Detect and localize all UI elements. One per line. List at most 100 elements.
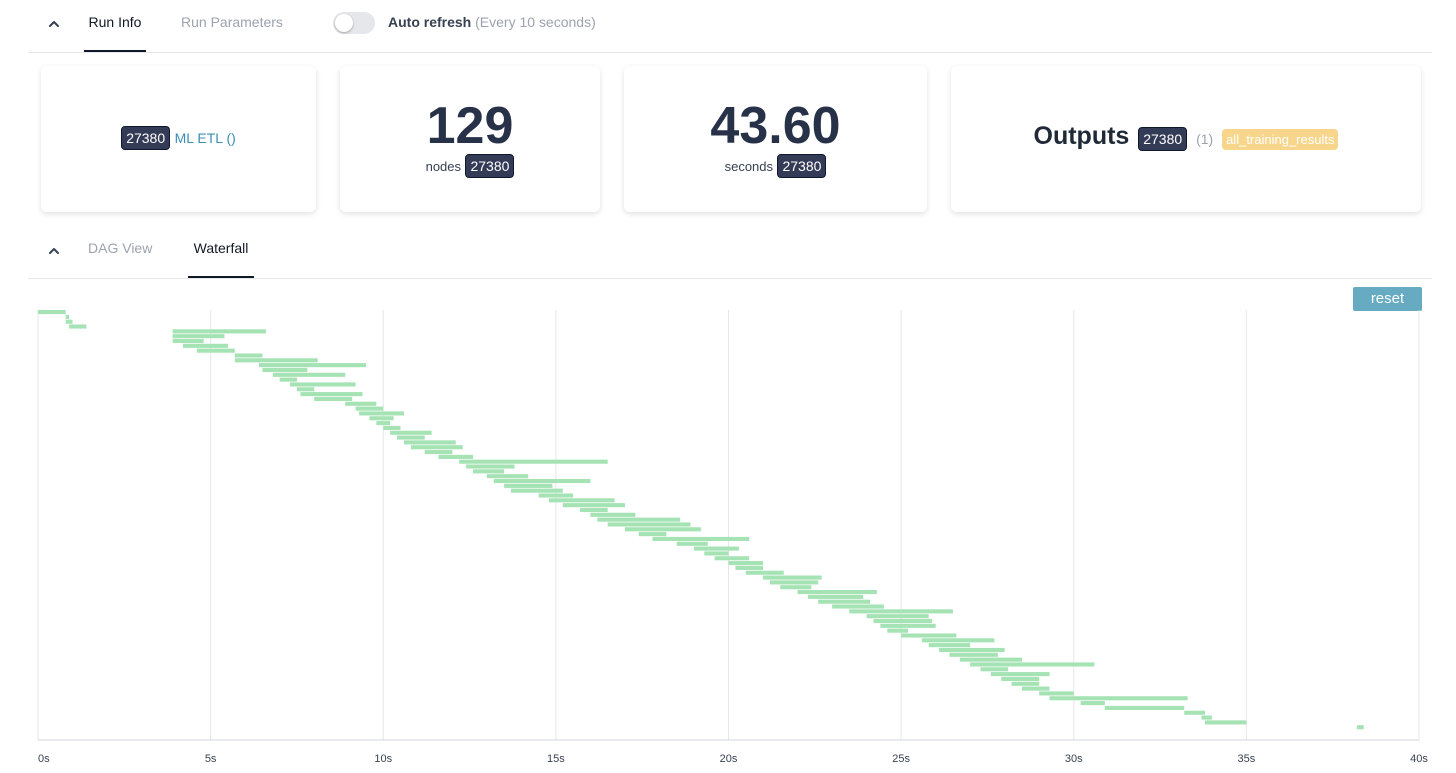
waterfall-bar[interactable] (638, 532, 667, 537)
waterfall-bar[interactable] (459, 459, 608, 464)
waterfall-bar[interactable] (296, 387, 315, 392)
waterfall-bar[interactable] (438, 454, 474, 459)
auto-refresh-title: Auto refresh (388, 14, 472, 30)
waterfall-bar[interactable] (939, 647, 1005, 653)
waterfall-bar[interactable] (704, 551, 729, 556)
waterfall-bar[interactable] (314, 396, 353, 401)
chevron-up-icon[interactable] (46, 16, 62, 32)
output-chip[interactable]: all_training_results (1222, 129, 1339, 150)
waterfall-bar[interactable] (1021, 686, 1050, 691)
waterfall-bar[interactable] (258, 363, 366, 368)
waterfall-bar[interactable] (262, 367, 308, 373)
waterfall-bar[interactable] (714, 556, 750, 561)
waterfall-bar[interactable] (466, 464, 515, 469)
outputs-run-badge: 27380 (1138, 127, 1188, 151)
reset-button[interactable]: reset (1353, 287, 1422, 311)
waterfall-bar[interactable] (397, 435, 425, 440)
waterfall-bar[interactable] (693, 546, 739, 551)
waterfall-bar[interactable] (887, 628, 909, 633)
waterfall-bar[interactable] (403, 440, 456, 445)
waterfall-bar[interactable] (172, 338, 204, 344)
waterfall-bar[interactable] (234, 358, 318, 363)
waterfall-bar[interactable] (1049, 696, 1188, 701)
waterfall-bar[interactable] (410, 445, 463, 450)
waterfall-bar[interactable] (769, 580, 819, 585)
waterfall-bar[interactable] (949, 652, 998, 657)
waterfall-bar[interactable] (183, 343, 228, 348)
waterfall-bar[interactable] (234, 353, 263, 358)
waterfall-bar[interactable] (486, 474, 529, 479)
waterfall-bar[interactable] (873, 618, 933, 624)
waterfall-bar[interactable] (624, 527, 701, 532)
waterfall-bar[interactable] (172, 329, 266, 334)
waterfall-bar[interactable] (1001, 676, 1040, 681)
waterfall-bar[interactable] (290, 382, 356, 387)
waterfall-bar[interactable] (880, 623, 936, 628)
waterfall-bar[interactable] (369, 416, 394, 421)
waterfall-bar[interactable] (1039, 691, 1074, 696)
waterfall-bar[interactable] (959, 657, 1022, 662)
waterfall-bar[interactable] (69, 324, 87, 329)
waterfall-bar[interactable] (376, 421, 391, 426)
waterfall-bar[interactable] (921, 638, 995, 643)
waterfall-bar[interactable] (1011, 681, 1040, 686)
waterfall-bar[interactable] (580, 507, 608, 513)
waterfall-bar[interactable] (562, 503, 625, 508)
waterfall-bar[interactable] (901, 633, 957, 638)
waterfall-bar[interactable] (1080, 701, 1105, 706)
tab-run-info[interactable]: Run Info (84, 0, 146, 52)
waterfall-bar[interactable] (383, 425, 401, 430)
waterfall-bar[interactable] (928, 643, 971, 648)
run-name-link[interactable]: ML ETL () (174, 130, 236, 146)
waterfall-bar[interactable] (272, 372, 346, 377)
waterfall-bar[interactable] (359, 411, 404, 416)
waterfall-bar[interactable] (607, 522, 691, 527)
waterfall-bar[interactable] (745, 570, 784, 575)
waterfall-bar[interactable] (1201, 715, 1212, 720)
waterfall-bar[interactable] (65, 319, 73, 324)
waterfall-bar[interactable] (390, 430, 432, 435)
waterfall-bar[interactable] (780, 585, 812, 590)
auto-refresh-toggle[interactable] (333, 12, 375, 34)
waterfall-bar[interactable] (38, 310, 66, 315)
chevron-up-icon[interactable] (46, 243, 62, 259)
waterfall-bar[interactable] (797, 590, 877, 595)
waterfall-bar[interactable] (807, 594, 864, 599)
nodes-card: 129 nodes 27380 (340, 66, 600, 212)
waterfall-bar[interactable] (735, 565, 764, 570)
waterfall-bar[interactable] (866, 614, 929, 619)
waterfall-bar[interactable] (196, 348, 235, 353)
waterfall-bar[interactable] (728, 561, 764, 566)
waterfall-bar[interactable] (818, 599, 871, 604)
waterfall-bar[interactable] (590, 512, 636, 517)
waterfall-bar[interactable] (832, 604, 884, 609)
waterfall-bar[interactable] (172, 334, 225, 339)
waterfall-bar[interactable] (473, 469, 505, 474)
waterfall-bar[interactable] (1184, 710, 1205, 715)
waterfall-bar[interactable] (1104, 705, 1185, 710)
waterfall-bar[interactable] (279, 377, 297, 382)
waterfall-bar[interactable] (980, 667, 1009, 672)
waterfall-bar[interactable] (763, 575, 822, 580)
waterfall-bar[interactable] (548, 498, 615, 503)
waterfall-bar[interactable] (849, 609, 953, 614)
waterfall-bar[interactable] (1204, 720, 1247, 725)
waterfall-bar[interactable] (300, 392, 363, 397)
waterfall-bar[interactable] (597, 517, 681, 522)
waterfall-bar[interactable] (676, 541, 708, 546)
waterfall-bar[interactable] (355, 406, 384, 411)
tab-waterfall[interactable]: Waterfall (188, 226, 254, 278)
waterfall-bar[interactable] (1356, 725, 1364, 730)
waterfall-bar[interactable] (510, 488, 563, 493)
waterfall-bar[interactable] (493, 478, 591, 484)
waterfall-bar[interactable] (424, 450, 453, 455)
tab-run-parameters[interactable]: Run Parameters (181, 14, 283, 30)
tab-dag-view[interactable]: DAG View (88, 240, 153, 256)
waterfall-bar[interactable] (65, 314, 70, 319)
waterfall-bar[interactable] (652, 536, 750, 541)
waterfall-bar[interactable] (970, 662, 1095, 667)
waterfall-bar[interactable] (345, 401, 377, 406)
waterfall-bar[interactable] (504, 483, 553, 488)
waterfall-bar[interactable] (990, 672, 1050, 677)
waterfall-bar[interactable] (538, 493, 574, 498)
